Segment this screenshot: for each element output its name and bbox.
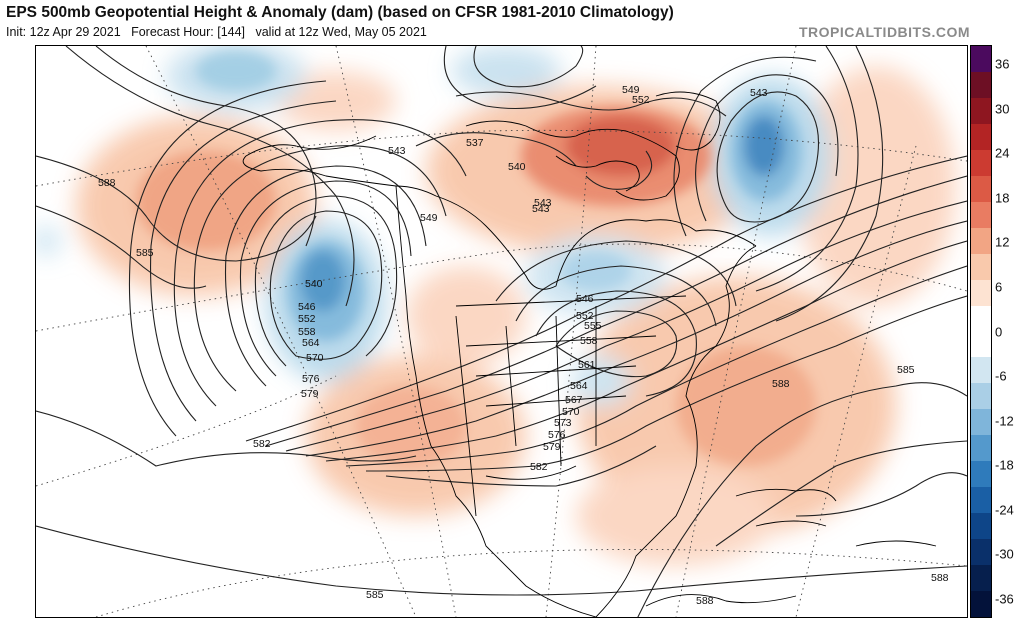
colorbar-segment: [971, 123, 991, 151]
colorbar-segment: [971, 227, 991, 255]
contour-label: 549: [622, 84, 640, 96]
contour-label: 579: [543, 441, 561, 453]
colorbar-segment: [971, 513, 991, 540]
colorbar-segment: [971, 409, 991, 436]
colorbar-segment: [971, 461, 991, 488]
colorbar-segment: [971, 71, 991, 99]
contour-label: 543: [750, 87, 768, 99]
contour-label: 540: [508, 161, 526, 173]
contour-label: 585: [366, 589, 384, 601]
colorbar-segment: [971, 591, 991, 618]
colorbar-segment: [971, 175, 991, 203]
contour-label: 588: [931, 572, 949, 584]
contour-label: 549: [420, 212, 438, 224]
contour-label: 570: [306, 352, 324, 364]
colorbar-segment: [971, 435, 991, 462]
contour-label: 582: [253, 438, 271, 450]
contour-label: 537: [466, 137, 484, 149]
colorbar-segment: [971, 253, 991, 281]
colorbar-tick-label: -18: [995, 457, 1014, 473]
colorbar: [970, 45, 992, 618]
colorbar-tick-label: -12: [995, 413, 1014, 429]
contour-label: 588: [772, 378, 790, 390]
anomaly-shading: [36, 46, 956, 566]
contour-label: 573: [554, 417, 572, 429]
contour-label: 579: [301, 388, 319, 400]
contour-label: 588: [696, 595, 714, 607]
colorbar-segment: [971, 383, 991, 410]
contour-label: 585: [897, 364, 915, 376]
valid-time: valid at 12z Wed, May 05 2021: [255, 25, 427, 39]
contour-label: 546: [298, 301, 316, 313]
colorbar-segment: [971, 149, 991, 177]
contour-label: 561: [578, 359, 596, 371]
colorbar-segment: [971, 305, 991, 332]
init-time: Init: 12z Apr 29 2021: [6, 25, 121, 39]
contour-label: 576: [302, 373, 320, 385]
colorbar-tick-label: 30: [995, 101, 1010, 117]
colorbar-segment: [971, 201, 991, 229]
contour-label: 543: [532, 203, 550, 215]
graticule: [36, 46, 967, 617]
colorbar-segment: [971, 331, 991, 358]
colorbar-segment: [971, 539, 991, 566]
site-watermark: TROPICALTIDBITS.COM: [798, 24, 970, 40]
contour-labels: 588 585 543 549 552 537 540 543 546 552 …: [98, 84, 949, 607]
contour-label: 588: [98, 177, 116, 189]
contour-label: 570: [562, 406, 580, 418]
contour-label: 552: [632, 94, 650, 106]
colorbar-tick-label: -6: [995, 368, 1007, 384]
contour-label: 558: [580, 335, 598, 347]
contour-label: 552: [298, 313, 316, 325]
colorbar-segment: [971, 46, 991, 73]
contour-label: 555: [584, 320, 602, 332]
colorbar-tick-label: 18: [995, 190, 1010, 206]
contour-label: 564: [570, 380, 588, 392]
contour-label: 558: [298, 326, 316, 338]
colorbar-tick-label: 12: [995, 234, 1010, 250]
height-contours: [36, 46, 967, 617]
colorbar-tick-label: -36: [995, 591, 1014, 607]
chart-title: EPS 500mb Geopotential Height & Anomaly …: [6, 4, 674, 21]
colorbar-tick-label: 24: [995, 145, 1010, 161]
contour-label: 567: [565, 394, 583, 406]
contour-label: 540: [305, 278, 323, 290]
colorbar-segment: [971, 97, 991, 125]
contour-label: 576: [548, 429, 566, 441]
colorbar-tick-label: -30: [995, 546, 1014, 562]
contour-label: 564: [302, 337, 320, 349]
contour-label: 582: [530, 461, 548, 473]
forecast-hour: Forecast Hour: [144]: [131, 25, 246, 39]
colorbar-tick-label: -24: [995, 502, 1014, 518]
contour-label: 546: [576, 293, 594, 305]
map-panel: 588 585 543 549 552 537 540 543 546 552 …: [35, 45, 968, 618]
contour-label: 585: [136, 247, 154, 259]
coastlines: [242, 91, 937, 617]
colorbar-tick-label: 36: [995, 56, 1010, 72]
map-svg: 588 585 543 549 552 537 540 543 546 552 …: [36, 46, 967, 617]
colorbar-segment: [971, 487, 991, 514]
colorbar-tick-label: 6: [995, 279, 1003, 295]
contour-label: 552: [576, 310, 594, 322]
contour-label: 543: [534, 197, 552, 209]
chart-subtitle: Init: 12z Apr 29 2021 Forecast Hour: [14…: [6, 25, 427, 39]
colorbar-segment: [971, 565, 991, 592]
colorbar-tick-label: 0: [995, 324, 1003, 339]
colorbar-segment: [971, 357, 991, 384]
contour-label: 543: [388, 145, 406, 157]
colorbar-segment: [971, 279, 991, 307]
